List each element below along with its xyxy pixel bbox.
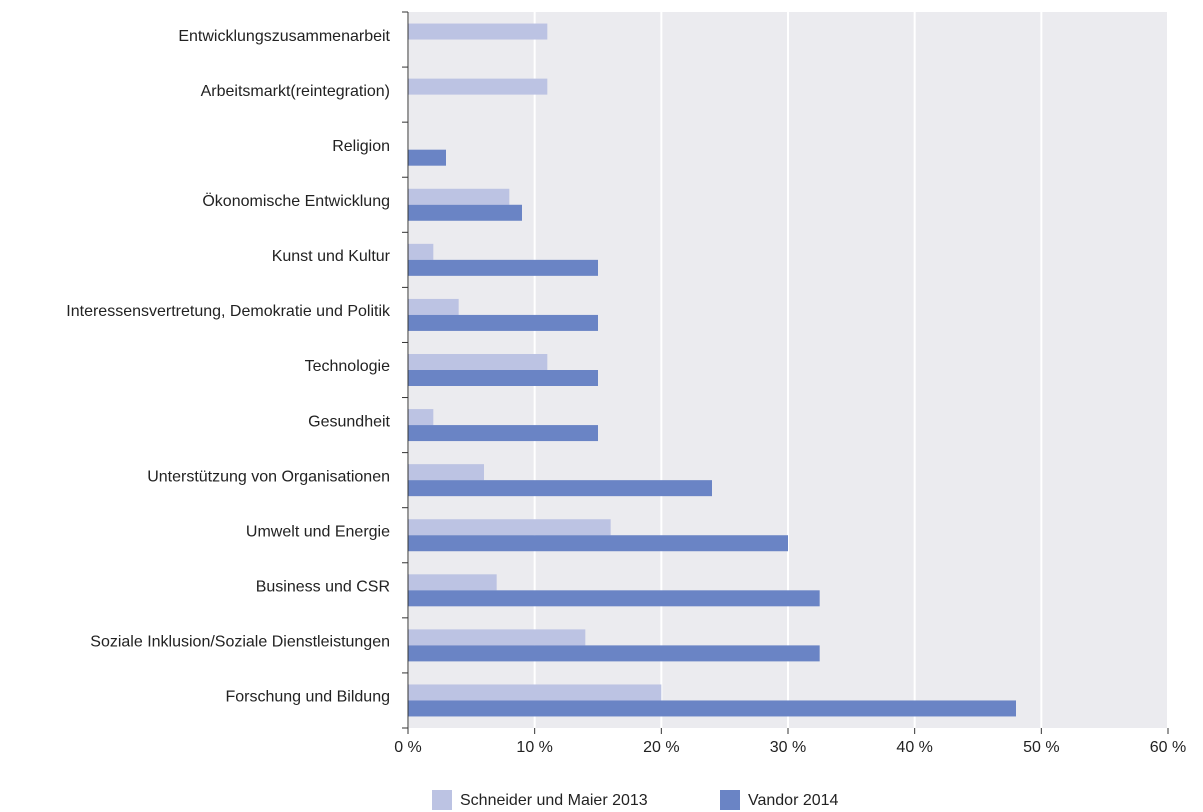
- legend-swatch: [432, 790, 452, 810]
- bar: [408, 590, 820, 607]
- bar: [408, 464, 484, 481]
- x-tick-label: 50 %: [1023, 739, 1059, 756]
- y-tick-label: Soziale Inklusion/Soziale Dienstleistung…: [90, 634, 390, 651]
- legend-label: Schneider und Maier 2013: [460, 792, 648, 809]
- bar: [408, 243, 434, 260]
- y-tick-label: Religion: [332, 138, 390, 155]
- y-tick-label: Umwelt und Energie: [246, 523, 390, 540]
- bar: [408, 425, 598, 442]
- x-tick-label: 10 %: [516, 739, 552, 756]
- bar: [408, 204, 522, 221]
- y-tick-label: Kunst und Kultur: [272, 248, 391, 265]
- bar: [408, 629, 586, 646]
- x-tick-label: 30 %: [770, 739, 806, 756]
- bar: [408, 519, 611, 536]
- y-tick-label: Arbeitsmarkt(reintegration): [201, 83, 390, 100]
- bar: [408, 684, 662, 701]
- x-tick-label: 0 %: [394, 739, 422, 756]
- bar: [408, 370, 598, 386]
- y-tick-label: Ökonomische Entwicklung: [202, 192, 390, 210]
- legend-swatch: [720, 790, 740, 810]
- y-tick-label: Interessensvertretung, Demokratie und Po…: [66, 303, 391, 320]
- bar: [408, 645, 820, 662]
- bar: [408, 480, 712, 497]
- y-tick-label: Technologie: [305, 358, 391, 375]
- bar: [408, 298, 459, 315]
- x-tick-label: 60 %: [1150, 739, 1186, 756]
- y-tick-label: Business und CSR: [256, 579, 390, 596]
- bar: [408, 535, 788, 552]
- bar: [408, 149, 446, 166]
- bar: [408, 23, 548, 40]
- bar: [408, 188, 510, 205]
- y-tick-label: Gesundheit: [308, 413, 390, 430]
- x-tick-label: 40 %: [896, 739, 932, 756]
- bar: [408, 259, 598, 276]
- x-tick-label: 20 %: [643, 739, 679, 756]
- bar: [408, 78, 548, 95]
- bar: [408, 700, 1016, 717]
- y-tick-label: Forschung und Bildung: [225, 689, 390, 706]
- bar: [408, 409, 434, 426]
- y-tick-label: Unterstützung von Organisationen: [147, 468, 390, 485]
- y-tick-label: Entwicklungszusammenarbeit: [178, 28, 390, 45]
- legend-label: Vandor 2014: [748, 792, 839, 809]
- bar: [408, 354, 548, 370]
- bar: [408, 314, 598, 331]
- bar: [408, 574, 497, 591]
